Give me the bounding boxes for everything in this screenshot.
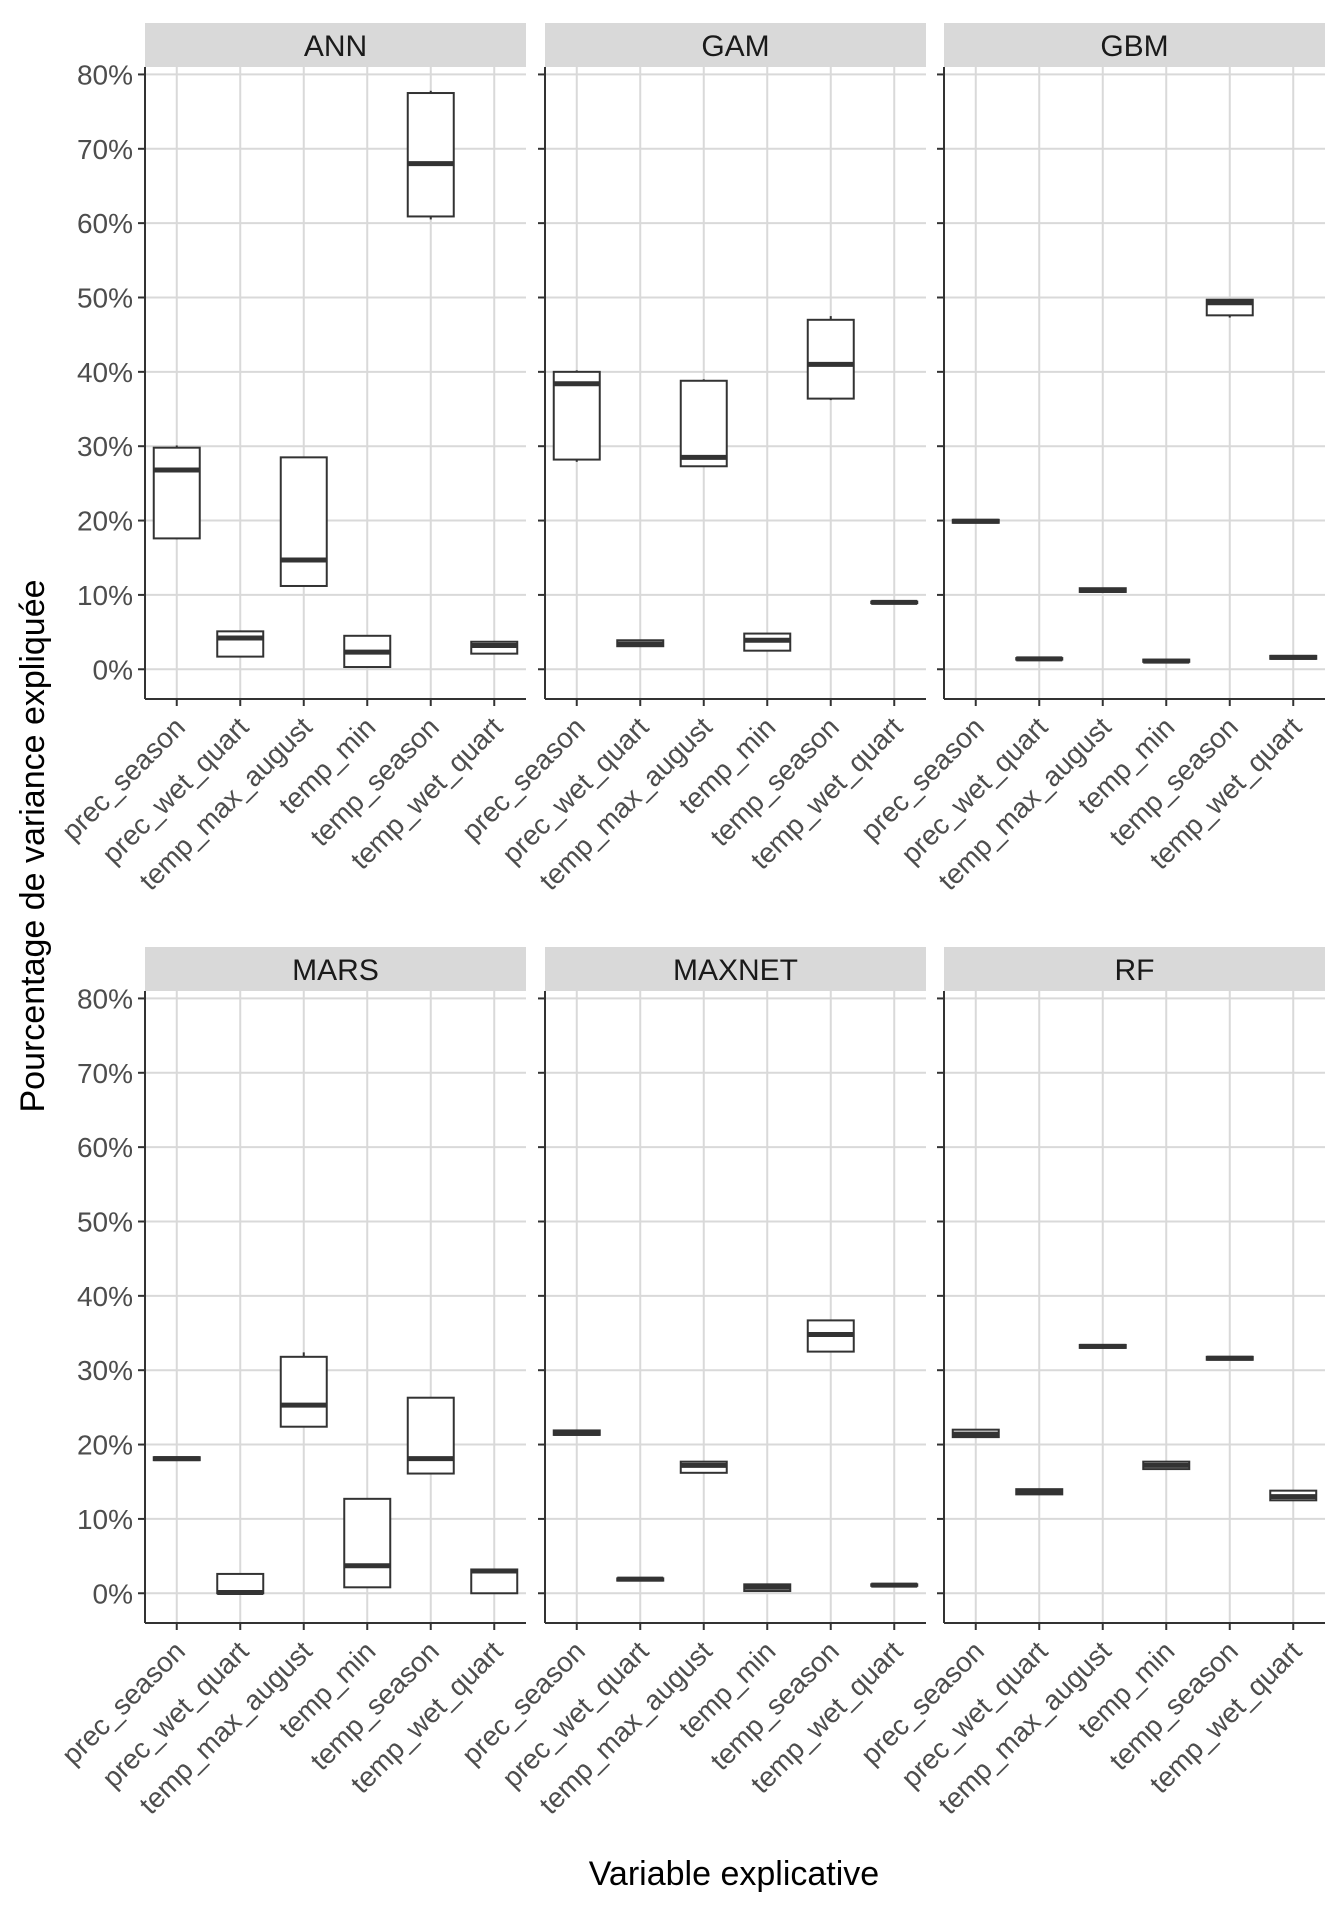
- y-tick-label: 20%: [77, 1430, 133, 1461]
- box-body: [343, 1497, 392, 1589]
- y-tick-label: 20%: [77, 506, 133, 537]
- panel-gam: GAMprec_seasonprec_wet_quarttemp_max_aug…: [456, 23, 926, 896]
- box-temp-max-august: [279, 1352, 328, 1428]
- box-temp-wet-quart: [1269, 1489, 1318, 1502]
- y-tick-label: 10%: [77, 1504, 133, 1535]
- box-body: [279, 1355, 328, 1428]
- panel-rf: RFprec_seasonprec_wet_quarttemp_max_augu…: [855, 947, 1325, 1820]
- box-temp-wet-quart: [470, 640, 519, 655]
- y-tick-label: 50%: [77, 1206, 133, 1237]
- y-tick-label: 40%: [77, 1281, 133, 1312]
- y-tick-label: 0%: [93, 654, 133, 685]
- box-prec-wet-quart: [1015, 656, 1064, 662]
- facet-title: MARS: [292, 954, 379, 987]
- box-body: [406, 92, 455, 218]
- box-temp-season: [806, 316, 855, 401]
- box-body: [552, 370, 601, 461]
- box-temp-season: [406, 1396, 455, 1475]
- facet-strip: [944, 947, 1325, 991]
- box-temp-min: [343, 1497, 392, 1589]
- box-temp-min: [743, 632, 792, 652]
- box-prec-season: [951, 1428, 1000, 1439]
- box-prec-wet-quart: [216, 1572, 265, 1596]
- panel-ann: ANN0%10%20%30%40%50%60%70%80%prec_season…: [56, 23, 526, 896]
- y-tick-label: 10%: [77, 580, 133, 611]
- y-tick-label: 30%: [77, 1355, 133, 1386]
- box-temp-wet-quart: [1269, 654, 1318, 660]
- facet-title: GBM: [1100, 30, 1168, 63]
- box-body: [806, 318, 855, 400]
- y-tick-label: 50%: [77, 282, 133, 313]
- facet-strip: [545, 947, 926, 991]
- box-temp-max-august: [679, 1460, 728, 1474]
- facet-title: ANN: [304, 30, 367, 63]
- y-tick-label: 30%: [77, 431, 133, 462]
- box-body: [406, 1396, 455, 1475]
- box-temp-min: [743, 1583, 792, 1593]
- box-prec-season: [552, 370, 601, 462]
- facet-title: RF: [1115, 954, 1155, 987]
- panels: ANN0%10%20%30%40%50%60%70%80%prec_season…: [56, 23, 1325, 1820]
- box-temp-season: [806, 1319, 855, 1353]
- box-body: [152, 446, 201, 540]
- box-temp-min: [1142, 658, 1191, 664]
- facet-strip: [145, 947, 526, 991]
- box-temp-season: [1205, 298, 1254, 318]
- facet-strip: [145, 23, 526, 67]
- panel-maxnet: MAXNETprec_seasonprec_wet_quarttemp_max_…: [456, 947, 926, 1820]
- box-body: [216, 630, 265, 658]
- facet-strip: [944, 23, 1325, 67]
- box-prec-wet-quart: [216, 630, 265, 658]
- panel-gbm: GBMprec_seasonprec_wet_quarttemp_max_aug…: [855, 23, 1325, 896]
- box-prec-season: [951, 518, 1000, 524]
- box-temp-season: [406, 90, 455, 220]
- y-tick-label: 80%: [77, 983, 133, 1014]
- y-tick-label: 60%: [77, 208, 133, 239]
- facet-title: MAXNET: [673, 954, 798, 987]
- box-temp-max-august: [279, 456, 328, 587]
- x-axis-title: Variable explicative: [589, 1855, 879, 1893]
- y-tick-label: 60%: [77, 1132, 133, 1163]
- box-temp-wet-quart: [870, 1582, 919, 1588]
- facet-title: GAM: [701, 30, 769, 63]
- y-tick-label: 70%: [77, 134, 133, 165]
- box-temp-wet-quart: [470, 1568, 519, 1595]
- box-prec-wet-quart: [616, 639, 665, 648]
- box-temp-wet-quart: [870, 599, 919, 605]
- box-prec-season: [152, 445, 201, 540]
- box-temp-max-august: [1078, 1343, 1127, 1349]
- box-temp-max-august: [1078, 587, 1127, 593]
- facet-strip: [545, 23, 926, 67]
- y-axis-title: Pourcentage de variance expliquée: [14, 579, 52, 1112]
- box-temp-season: [1205, 1355, 1254, 1361]
- box-temp-min: [343, 634, 392, 669]
- box-temp-min: [1142, 1460, 1191, 1471]
- panel-mars: MARS0%10%20%30%40%50%60%70%80%prec_seaso…: [56, 947, 526, 1820]
- y-tick-label: 40%: [77, 357, 133, 388]
- box-prec-season: [552, 1429, 601, 1436]
- box-prec-season: [152, 1456, 201, 1462]
- box-body: [679, 379, 728, 468]
- y-tick-label: 0%: [93, 1578, 133, 1609]
- box-temp-max-august: [679, 379, 728, 468]
- box-prec-wet-quart: [1015, 1488, 1064, 1496]
- box-body: [279, 456, 328, 587]
- y-tick-label: 80%: [77, 59, 133, 90]
- y-tick-label: 70%: [77, 1058, 133, 1089]
- box-prec-wet-quart: [616, 1576, 665, 1582]
